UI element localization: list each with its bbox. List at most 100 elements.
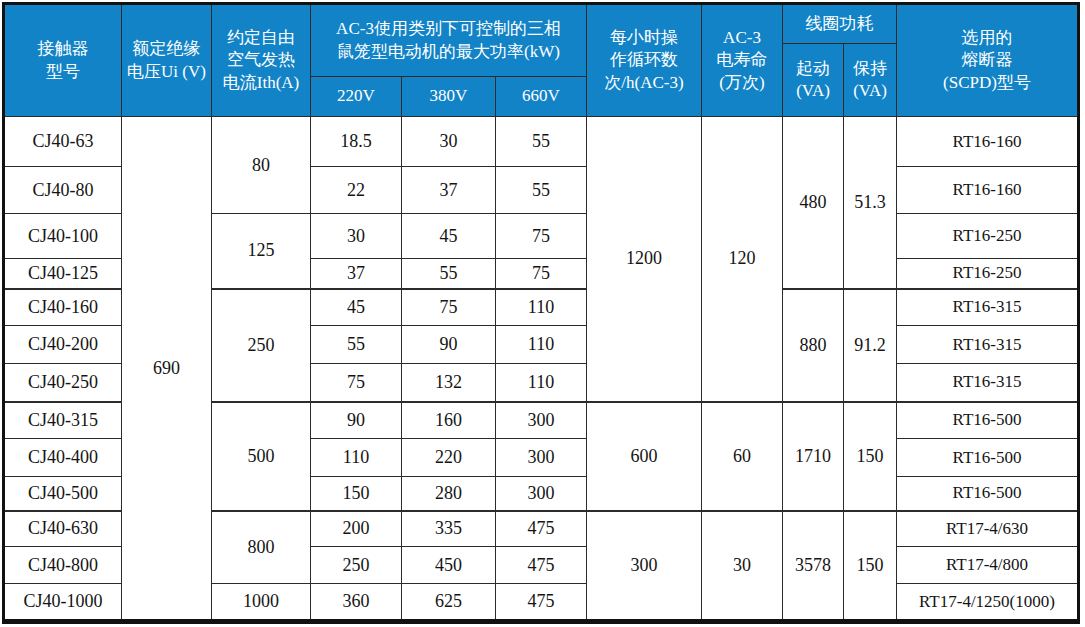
ith-cell: 500 xyxy=(212,402,311,511)
power-380-cell: 132 xyxy=(402,364,496,402)
contactor-spec-table-wrapper: 接触器 型号 额定绝缘 电压Ui (V) 约定自由 空气发热 电流Ith(A) … xyxy=(2,2,1080,624)
table-row: CJ40-63 690 80 18.5 30 55 1200 120 480 5… xyxy=(4,117,1079,167)
power-220-cell: 360 xyxy=(311,584,402,622)
power-220-cell: 200 xyxy=(311,511,402,547)
model-cell: CJ40-800 xyxy=(4,547,122,584)
power-660-cell: 55 xyxy=(496,167,587,214)
cycles-cell: 1200 xyxy=(587,117,702,402)
header-contactor-model: 接触器 型号 xyxy=(4,4,122,117)
model-cell: CJ40-400 xyxy=(4,439,122,477)
power-380-cell: 37 xyxy=(402,167,496,214)
table-header: 接触器 型号 额定绝缘 电压Ui (V) 约定自由 空气发热 电流Ith(A) … xyxy=(4,4,1079,117)
model-cell: CJ40-250 xyxy=(4,364,122,402)
ith-cell: 800 xyxy=(212,511,311,584)
power-220-cell: 45 xyxy=(311,289,402,326)
header-row-1: 接触器 型号 额定绝缘 电压Ui (V) 约定自由 空气发热 电流Ith(A) … xyxy=(4,4,1079,44)
power-660-cell: 300 xyxy=(496,402,587,439)
fuse-cell: RT16-500 xyxy=(897,402,1079,439)
coil-start-cell: 1710 xyxy=(783,402,844,511)
header-operating-cycles: 每小时操 作循环数 次/h(AC-3) xyxy=(587,4,702,117)
power-380-cell: 220 xyxy=(402,439,496,477)
fuse-cell: RT17-4/800 xyxy=(897,547,1079,584)
model-cell: CJ40-63 xyxy=(4,117,122,167)
cycles-cell: 600 xyxy=(587,402,702,511)
coil-start-cell: 880 xyxy=(783,289,844,402)
header-660v: 660V xyxy=(496,77,587,117)
header-coil-power-group: 线圈功耗 xyxy=(783,4,897,44)
power-660-cell: 300 xyxy=(496,439,587,477)
power-220-cell: 250 xyxy=(311,547,402,584)
power-220-cell: 18.5 xyxy=(311,117,402,167)
power-220-cell: 110 xyxy=(311,439,402,477)
header-coil-hold: 保持 (VA) xyxy=(844,44,897,117)
power-380-cell: 160 xyxy=(402,402,496,439)
model-cell: CJ40-315 xyxy=(4,402,122,439)
header-conventional-thermal-current: 约定自由 空气发热 电流Ith(A) xyxy=(212,4,311,117)
coil-hold-cell: 150 xyxy=(844,511,897,622)
power-660-cell: 475 xyxy=(496,511,587,547)
fuse-cell: RT16-315 xyxy=(897,364,1079,402)
power-660-cell: 110 xyxy=(496,364,587,402)
model-cell: CJ40-125 xyxy=(4,259,122,289)
coil-start-cell: 3578 xyxy=(783,511,844,622)
ith-cell: 125 xyxy=(212,214,311,289)
power-220-cell: 150 xyxy=(311,477,402,511)
coil-start-cell: 480 xyxy=(783,117,844,289)
power-660-cell: 110 xyxy=(496,289,587,326)
power-380-cell: 30 xyxy=(402,117,496,167)
header-380v: 380V xyxy=(402,77,496,117)
power-660-cell: 75 xyxy=(496,214,587,259)
power-380-cell: 335 xyxy=(402,511,496,547)
power-220-cell: 90 xyxy=(311,402,402,439)
ith-cell: 80 xyxy=(212,117,311,214)
power-660-cell: 75 xyxy=(496,259,587,289)
fuse-cell: RT16-160 xyxy=(897,167,1079,214)
coil-hold-cell: 150 xyxy=(844,402,897,511)
power-380-cell: 45 xyxy=(402,214,496,259)
header-coil-start: 起动 (VA) xyxy=(783,44,844,117)
table-body: CJ40-63 690 80 18.5 30 55 1200 120 480 5… xyxy=(4,117,1079,622)
header-fuse: 选用的 熔断器 (SCPD)型号 xyxy=(897,4,1079,117)
model-cell: CJ40-1000 xyxy=(4,584,122,622)
life-cell: 30 xyxy=(702,511,783,622)
model-cell: CJ40-80 xyxy=(4,167,122,214)
contactor-spec-table: 接触器 型号 额定绝缘 电压Ui (V) 约定自由 空气发热 电流Ith(A) … xyxy=(2,2,1080,624)
life-cell: 60 xyxy=(702,402,783,511)
model-cell: CJ40-200 xyxy=(4,326,122,364)
fuse-cell: RT16-250 xyxy=(897,259,1079,289)
power-220-cell: 55 xyxy=(311,326,402,364)
power-380-cell: 280 xyxy=(402,477,496,511)
fuse-cell: RT16-315 xyxy=(897,289,1079,326)
power-660-cell: 55 xyxy=(496,117,587,167)
fuse-cell: RT16-160 xyxy=(897,117,1079,167)
power-220-cell: 30 xyxy=(311,214,402,259)
model-cell: CJ40-500 xyxy=(4,477,122,511)
power-660-cell: 475 xyxy=(496,584,587,622)
fuse-cell: RT16-500 xyxy=(897,439,1079,477)
fuse-cell: RT17-4/630 xyxy=(897,511,1079,547)
fuse-cell: RT16-250 xyxy=(897,214,1079,259)
model-cell: CJ40-630 xyxy=(4,511,122,547)
header-ac3-power-group: AC-3使用类别下可控制的三相 鼠笼型电动机的最大功率(kW) xyxy=(311,4,587,77)
power-220-cell: 75 xyxy=(311,364,402,402)
fuse-cell: RT16-500 xyxy=(897,477,1079,511)
coil-hold-cell: 91.2 xyxy=(844,289,897,402)
life-cell: 120 xyxy=(702,117,783,402)
power-220-cell: 22 xyxy=(311,167,402,214)
header-electrical-life: AC-3 电寿命 (万次) xyxy=(702,4,783,117)
power-380-cell: 625 xyxy=(402,584,496,622)
power-380-cell: 90 xyxy=(402,326,496,364)
ith-cell: 1000 xyxy=(212,584,311,622)
model-cell: CJ40-160 xyxy=(4,289,122,326)
power-380-cell: 55 xyxy=(402,259,496,289)
coil-hold-cell: 51.3 xyxy=(844,117,897,289)
cycles-cell: 300 xyxy=(587,511,702,622)
fuse-cell: RT16-315 xyxy=(897,326,1079,364)
power-660-cell: 475 xyxy=(496,547,587,584)
ith-cell: 250 xyxy=(212,289,311,402)
power-660-cell: 300 xyxy=(496,477,587,511)
model-cell: CJ40-100 xyxy=(4,214,122,259)
insulation-voltage-cell: 690 xyxy=(122,117,212,622)
header-rated-insulation-voltage: 额定绝缘 电压Ui (V) xyxy=(122,4,212,117)
power-380-cell: 450 xyxy=(402,547,496,584)
